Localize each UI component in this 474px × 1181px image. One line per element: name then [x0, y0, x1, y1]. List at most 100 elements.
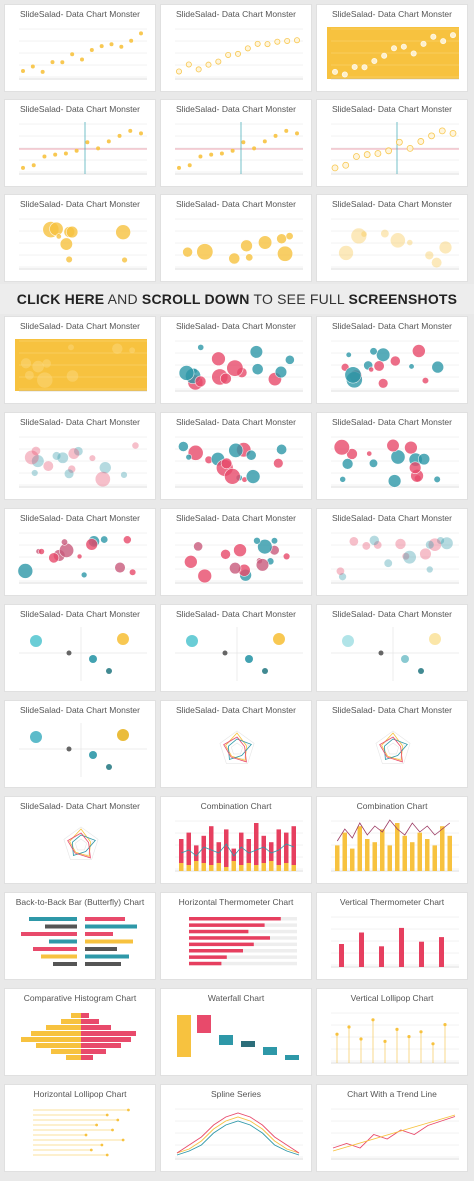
chart-thumbnail[interactable]: SlideSalad- Data Chart Monster [4, 4, 156, 92]
chart-thumbnail[interactable]: Vertical Lollipop Chart [316, 988, 468, 1076]
chart-thumbnail[interactable]: Spline Series [160, 1084, 312, 1172]
chart-thumbnail[interactable]: SlideSalad- Data Chart Monster [160, 194, 312, 282]
chart-thumbnail[interactable]: SlideSalad- Data Chart Monster [160, 604, 312, 692]
scroll-banner[interactable]: CLICK HERE AND SCROLL DOWN TO SEE FULL S… [0, 284, 474, 314]
data-point [30, 64, 35, 69]
chart-thumbnail[interactable]: SlideSalad- Data Chart Monster [4, 99, 156, 187]
thumbnail-title: SlideSalad- Data Chart Monster [19, 9, 140, 19]
waterfall-bar [241, 1041, 255, 1047]
bubble [49, 221, 64, 237]
bubble [89, 655, 97, 663]
bar [269, 861, 274, 871]
thumbnail-title: SlideSalad- Data Chart Monster [331, 609, 452, 619]
data-point [235, 50, 242, 57]
bubble [68, 465, 76, 473]
bubble [431, 257, 442, 268]
chart-plot [175, 1108, 303, 1160]
bubble [373, 360, 385, 372]
data-point [31, 163, 36, 168]
chart-thumbnail[interactable]: SlideSalad- Data Chart Monster [316, 412, 468, 500]
chart-thumbnail[interactable]: SlideSalad- Data Chart Monster [4, 316, 156, 404]
chart-thumbnail[interactable]: Combination Chart [316, 796, 468, 884]
bubble [211, 351, 226, 366]
chart-thumbnail[interactable]: SlideSalad- Data Chart Monster [316, 316, 468, 404]
bubble [89, 751, 97, 759]
bubble [32, 360, 44, 373]
data-point [109, 42, 114, 47]
bubble [425, 251, 434, 260]
bubble [253, 536, 261, 545]
chart-thumbnail[interactable]: Waterfall Chart [160, 988, 312, 1076]
chart-thumbnail[interactable]: SlideSalad- Data Chart Monster [160, 316, 312, 404]
chart-thumbnail[interactable]: SlideSalad- Data Chart Monster [160, 4, 312, 92]
bubble [378, 378, 389, 389]
bar [365, 839, 370, 871]
chart-thumbnail[interactable]: Back-to-Back Bar (Butterfly) Chart [4, 892, 156, 980]
bubble [276, 443, 288, 455]
lollipop-head [335, 1032, 339, 1036]
bubble [55, 233, 62, 240]
thumbnail-row: SlideSalad- Data Chart Monster SlideSalad… [0, 316, 474, 404]
thumbnail-title: Horizontal Lollipop Chart [33, 1089, 127, 1099]
bubble [439, 241, 452, 254]
chart-thumbnail[interactable]: Horizontal Lollipop Chart [4, 1084, 156, 1172]
bubble [24, 370, 34, 380]
chart-thumbnail[interactable]: SlideSalad- Data Chart Monster [316, 4, 468, 92]
thumbnail-row: SlideSalad- Data Chart Monster SlideSalad… [0, 412, 474, 500]
chart-thumbnail[interactable]: SlideSalad- Data Chart Monster [160, 412, 312, 500]
chart-thumbnail[interactable]: SlideSalad- Data Chart Monster [4, 604, 156, 692]
bubble [282, 552, 291, 561]
chart-thumbnail[interactable]: SlideSalad- Data Chart Monster [160, 99, 312, 187]
thumbnail-grid-top: SlideSalad- Data Chart Monster SlideSalad… [0, 4, 474, 282]
bubble [369, 535, 380, 546]
bubble [68, 344, 74, 351]
chart-thumbnail[interactable]: SlideSalad- Data Chart Monster [160, 508, 312, 596]
bubble [262, 668, 268, 674]
chart-thumbnail[interactable]: SlideSalad- Data Chart Monster [316, 604, 468, 692]
chart-thumbnail[interactable]: SlideSalad- Data Chart Monster [4, 194, 156, 282]
chart-thumbnail[interactable]: SlideSalad- Data Chart Monster [4, 796, 156, 884]
bubble [220, 457, 233, 470]
chart-thumbnail[interactable]: SlideSalad- Data Chart Monster [316, 99, 468, 187]
data-point [353, 153, 360, 160]
banner-click-here[interactable]: CLICK HERE [16, 291, 105, 307]
bar [291, 865, 296, 871]
data-point [244, 45, 251, 52]
chart-thumbnail[interactable]: SlideSalad- Data Chart Monster [316, 508, 468, 596]
chart-thumbnail[interactable]: SlideSalad- Data Chart Monster [316, 194, 468, 282]
hist-left [51, 1049, 81, 1054]
chart-thumbnail[interactable]: SlideSalad- Data Chart Monster [160, 700, 312, 788]
bar [224, 867, 229, 871]
chart-thumbnail[interactable]: Vertical Thermometer Chart [316, 892, 468, 980]
bubble [249, 345, 264, 359]
thumbnail-title: Combination Chart [356, 801, 428, 811]
bar-right [85, 962, 121, 966]
bubble [178, 365, 195, 381]
chart-thumbnail[interactable]: Comparative Histogram Chart [4, 988, 156, 1076]
chart-thumbnail[interactable]: Combination Chart [160, 796, 312, 884]
chart-thumbnail[interactable]: Chart With a Trend Line [316, 1084, 468, 1172]
bubble [193, 541, 204, 552]
bar [216, 842, 221, 871]
thumbnail-title: SlideSalad- Data Chart Monster [331, 417, 452, 427]
chart-plot [15, 339, 147, 392]
thumbnail-title: SlideSalad- Data Chart Monster [175, 9, 296, 19]
bubble [338, 573, 347, 581]
chart-plot [19, 122, 147, 175]
chart-thumbnail[interactable]: Horizontal Thermometer Chart [160, 892, 312, 980]
thumbnail-title: SlideSalad- Data Chart Monster [19, 417, 140, 427]
data-point [117, 133, 122, 138]
chart-thumbnail[interactable]: SlideSalad- Data Chart Monster [4, 508, 156, 596]
thermo-fill [189, 936, 270, 940]
thumbnail-title: SlideSalad- Data Chart Monster [331, 199, 452, 209]
thumbnail-title: SlideSalad- Data Chart Monster [19, 321, 140, 331]
chart-thumbnail[interactable]: SlideSalad- Data Chart Monster [316, 700, 468, 788]
chart-thumbnail[interactable]: SlideSalad- Data Chart Monster [4, 412, 156, 500]
thumbnail-title: SlideSalad- Data Chart Monster [331, 9, 452, 19]
data-point [361, 64, 368, 71]
bar [335, 845, 340, 871]
bubble [73, 446, 83, 456]
chart-thumbnail[interactable]: SlideSalad- Data Chart Monster [4, 700, 156, 788]
chart-plot [19, 28, 147, 80]
bubble [284, 354, 295, 365]
